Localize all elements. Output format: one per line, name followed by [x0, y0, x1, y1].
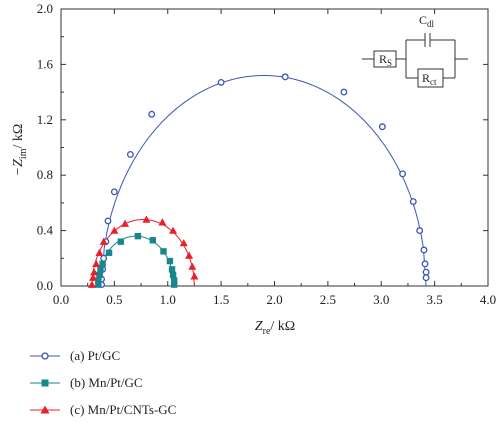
data-point-series-1: [170, 277, 178, 284]
data-point-series-2: [142, 215, 151, 223]
cdl-label: Cdl: [419, 13, 435, 29]
plot-frame: [60, 8, 489, 287]
data-point-series-2: [185, 251, 194, 259]
y-axis-title: −Zim/ kΩ: [11, 124, 29, 177]
data-point-series-0: [420, 246, 428, 254]
x-tick-label: 2.0: [266, 292, 282, 307]
data-point-series-1: [95, 281, 102, 288]
legend-label-mn-pt-gc: (b) Mn/Pt/GC: [70, 375, 143, 390]
data-point-series-0: [422, 268, 430, 276]
data-point-series-1: [96, 271, 103, 279]
y-tick-label: 2.0: [37, 1, 53, 16]
data-point-series-0: [104, 217, 112, 225]
data-point-series-0: [110, 188, 118, 196]
x-tick-label: 1.0: [160, 292, 176, 307]
x-tick-label: 3.0: [373, 292, 389, 307]
fit-curves: [91, 74, 427, 287]
axes: 0.0 0.5 1.0 1.5 2.0 2.5 3.0 3.5 4.0 0.0 0.4 0.8 1.2 1…: [37, 1, 496, 307]
legend-marker-pt-gc: [41, 352, 49, 360]
legend-item-mn-pt-gc: (b) Mn/Pt/GC: [30, 375, 143, 390]
x-axis-title: Zre/ kΩ: [255, 319, 295, 337]
data-point-series-1: [117, 238, 124, 245]
data-point-series-0: [416, 227, 424, 235]
data-point-series-2: [179, 239, 188, 247]
data-point-series-2: [188, 262, 197, 270]
fit-curve-series-2: [91, 219, 195, 287]
x-tick-label: 4.0: [480, 292, 496, 307]
x-tick-label: 2.5: [320, 292, 336, 307]
y-tick-label: 0.0: [37, 278, 53, 293]
data-point-series-2: [158, 218, 167, 226]
data-point-series-2: [89, 273, 98, 281]
data-point-series-1: [166, 257, 174, 265]
data-point-series-2: [121, 219, 130, 227]
data-point-series-0: [100, 254, 108, 262]
equivalent-circuit-diagram: [362, 33, 468, 88]
data-point-series-0: [378, 123, 386, 131]
data-point-series-1: [149, 237, 157, 244]
data-point-series-2: [90, 268, 99, 276]
data-point-series-1: [95, 277, 102, 284]
y-tick-label: 0.8: [37, 167, 53, 182]
data-point-series-2: [169, 226, 178, 234]
data-point-series-2: [95, 248, 104, 256]
data-point-series-1: [105, 249, 113, 256]
data-point-series-2: [87, 280, 96, 288]
data-point-series-0: [217, 78, 225, 86]
data-point-series-1: [97, 266, 104, 273]
data-point-series-0: [126, 150, 134, 158]
data-point-series-2: [99, 237, 108, 245]
data-point-series-0: [409, 198, 417, 205]
data-point-series-1: [99, 260, 106, 268]
data-point-series-0: [421, 260, 429, 268]
data-point-series-1: [134, 232, 142, 240]
rs-label: RS: [379, 52, 392, 68]
data-point-series-0: [148, 110, 156, 118]
x-tick-label: 3.5: [427, 292, 443, 307]
data-point-series-0: [422, 274, 430, 282]
legend: (a) Pt/GC (b) Mn/Pt/GC (c) Mn/Pt/CNTs-GC: [30, 348, 176, 417]
data-points: [87, 73, 430, 289]
legend-marker-mn-pt-gc: [41, 379, 49, 387]
fit-curve-series-0: [101, 74, 427, 287]
fit-curve-series-1: [97, 235, 175, 287]
legend-item-mn-pt-cnts-gc: (c) Mn/Pt/CNTs-GC: [30, 402, 176, 417]
data-point-series-1: [160, 248, 167, 255]
y-tick-label: 0.4: [37, 223, 54, 238]
data-point-series-2: [110, 226, 119, 234]
legend-item-pt-gc: (a) Pt/GC: [30, 348, 120, 363]
y-tick-label: 1.2: [37, 112, 53, 127]
data-point-series-0: [399, 170, 407, 178]
data-point-series-0: [281, 73, 289, 81]
x-tick-label: 0.0: [53, 292, 69, 307]
y-tick-label: 1.6: [37, 56, 54, 71]
x-tick-label: 1.5: [213, 292, 229, 307]
data-point-series-1: [170, 281, 178, 288]
rct-label: Rct: [422, 71, 437, 87]
x-tick-label: 0.5: [106, 292, 122, 307]
legend-label-pt-gc: (a) Pt/GC: [70, 348, 120, 363]
data-point-series-2: [190, 272, 199, 280]
data-point-series-2: [92, 259, 101, 268]
data-point-series-0: [340, 88, 348, 96]
data-point-series-1: [168, 266, 176, 273]
legend-marker-mn-pt-cnts-gc: [40, 405, 50, 414]
data-point-series-1: [169, 271, 177, 279]
legend-label-mn-pt-cnts-gc: (c) Mn/Pt/CNTs-GC: [70, 402, 176, 417]
